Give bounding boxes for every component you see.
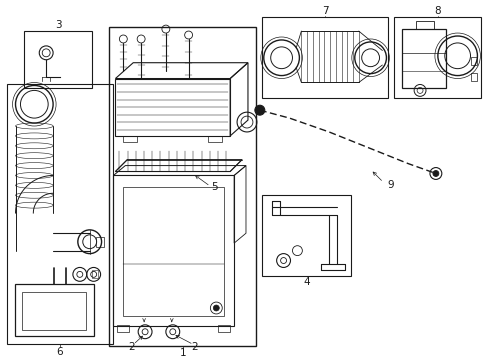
Bar (415, 21, 433, 29)
Text: 7: 7 (321, 6, 328, 16)
Text: 3: 3 (55, 20, 61, 30)
Text: 6: 6 (57, 347, 63, 356)
Bar (261, 17, 387, 98)
Bar (24, 31, 91, 89)
Text: 1: 1 (179, 347, 185, 357)
Bar (261, 195, 350, 276)
Text: 4: 4 (303, 277, 309, 287)
Circle shape (213, 305, 219, 311)
Bar (123, 136, 137, 142)
Text: 5: 5 (211, 182, 217, 192)
Bar (109, 27, 255, 346)
Bar (123, 187, 224, 316)
Bar (402, 29, 445, 89)
Bar (96, 237, 103, 247)
Text: 2: 2 (128, 342, 134, 352)
Text: 2: 2 (191, 342, 198, 352)
Circle shape (432, 171, 438, 176)
Bar (470, 73, 476, 81)
Text: 9: 9 (386, 180, 393, 190)
Bar (7, 85, 113, 343)
Circle shape (254, 105, 264, 115)
Bar (208, 136, 222, 142)
Bar (22, 292, 85, 330)
Bar (91, 270, 98, 278)
Bar (15, 284, 94, 336)
Bar (117, 325, 129, 332)
Bar (218, 325, 230, 332)
Bar (470, 57, 476, 65)
Bar (393, 17, 480, 98)
Text: 8: 8 (434, 6, 440, 16)
